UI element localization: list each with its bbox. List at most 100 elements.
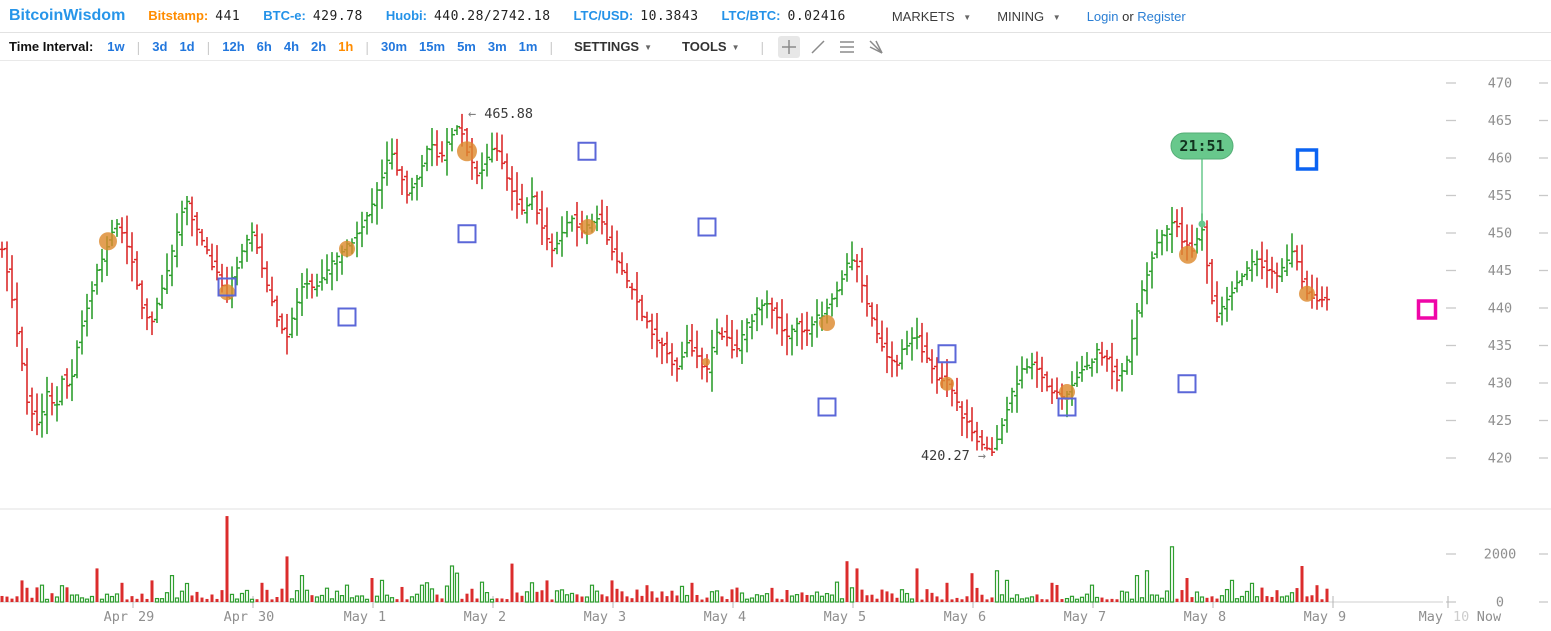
- ohlc-series: [0, 113, 1330, 456]
- svg-text:30: 30: [258, 609, 274, 625]
- orange-marker: [99, 232, 117, 251]
- svg-text:1: 1: [378, 609, 386, 625]
- interval-4h[interactable]: 4h: [283, 39, 300, 54]
- interval-15m[interactable]: 15m: [419, 39, 446, 54]
- time-tooltip: 21:51: [1170, 132, 1234, 228]
- svg-text:4: 4: [738, 609, 746, 625]
- chevron-down-icon: ▼: [1052, 12, 1061, 22]
- chevron-down-icon: ▼: [644, 43, 653, 52]
- blue-square-marker: [457, 224, 477, 244]
- interval-12h[interactable]: 12h: [222, 39, 245, 54]
- logo[interactable]: BitcoinWisdom: [9, 7, 126, 24]
- interval-2h[interactable]: 2h: [311, 39, 327, 54]
- blue-highlight-square: [1295, 148, 1319, 171]
- svg-text:May: May: [1304, 609, 1328, 625]
- svg-text:May: May: [824, 609, 848, 625]
- blue-square-marker: [337, 307, 357, 327]
- date-axis: Apr 29 Apr 30 May 1 May 2 May 3 May 4 May 5 May 6 May 7 Ma…: [104, 596, 1502, 625]
- time-interval-label: Time Interval:: [9, 39, 94, 54]
- trendline-icon[interactable]: [807, 36, 829, 58]
- interval-30m[interactable]: 30m: [381, 39, 408, 54]
- register-link[interactable]: Register: [1137, 8, 1186, 24]
- svg-text:0: 0: [1496, 595, 1504, 611]
- svg-text:435: 435: [1488, 338, 1512, 354]
- ticker-label: Huobi:: [385, 8, 427, 23]
- angle-lines-icon[interactable]: [865, 36, 887, 58]
- price-volume-chart[interactable]: 47046546045545044544043543042542020000Ap…: [0, 61, 1551, 626]
- tooltip-bubble: [1170, 132, 1234, 160]
- tooltip-anchor-dot: [1198, 220, 1206, 228]
- drawing-tools: [778, 35, 887, 58]
- svg-text:455: 455: [1488, 188, 1512, 204]
- toolbar: Time Interval: 1w | 3d 1d | 12h 6h 4h 2h 1h | 30m 15…: [0, 33, 1551, 61]
- svg-text:3: 3: [618, 609, 626, 625]
- menu-markets[interactable]: MARKETS ▼: [891, 8, 972, 24]
- interval-1h[interactable]: 1h: [338, 39, 354, 54]
- tools-menu[interactable]: TOOLS ▼: [682, 39, 739, 54]
- orange-marker: [580, 219, 596, 235]
- interval-1w[interactable]: 1w: [107, 39, 125, 54]
- ticker-strip: Bitstamp: 441 BTC-e: 429.78 Huobi: 440.28/274…: [125, 8, 846, 24]
- svg-text:8: 8: [1218, 609, 1226, 625]
- orange-marker: [457, 141, 477, 162]
- orange-marker: [1059, 384, 1075, 400]
- blue-square-markers: [217, 141, 1197, 417]
- svg-text:29: 29: [138, 609, 154, 625]
- login-link[interactable]: Login: [1086, 8, 1119, 24]
- ticker-label: BTC-e:: [263, 8, 306, 23]
- chart-area[interactable]: 470 465 460 455 450 445 440 435 430 425 420 2000 0 Ap…: [0, 61, 1551, 631]
- interval-1d[interactable]: 1d: [179, 39, 195, 54]
- svg-text:470: 470: [1488, 76, 1512, 92]
- orange-marker: [339, 240, 355, 257]
- low-annotation: 420.27 →: [921, 448, 986, 464]
- svg-text:2: 2: [498, 609, 506, 625]
- separator: |: [549, 38, 554, 55]
- svg-text:May: May: [344, 609, 368, 625]
- svg-text:450: 450: [1488, 226, 1512, 242]
- ticker-value: 440.28/2742.18: [433, 9, 551, 24]
- crosshair-icon[interactable]: [778, 35, 801, 58]
- blue-square-marker: [817, 397, 837, 417]
- blue-square-marker: [697, 217, 717, 237]
- interval-1m[interactable]: 1m: [518, 39, 538, 54]
- ticker-value: 441: [215, 9, 241, 24]
- pink-highlight-square: [1416, 299, 1438, 320]
- tools-label: TOOLS: [682, 39, 727, 54]
- svg-text:10: 10: [1453, 609, 1469, 625]
- svg-text:2000: 2000: [1484, 547, 1517, 563]
- svg-text:5: 5: [858, 609, 866, 625]
- blue-square-marker: [937, 344, 957, 364]
- svg-text:May: May: [584, 609, 608, 625]
- separator: |: [136, 38, 141, 55]
- ticker-ltcusd: LTC/USD: 10.3843: [574, 8, 699, 24]
- separator: |: [206, 38, 211, 55]
- horizontal-lines-icon[interactable]: [836, 36, 858, 58]
- svg-text:420: 420: [1488, 451, 1512, 467]
- svg-text:430: 430: [1488, 376, 1512, 392]
- settings-label: SETTINGS: [574, 39, 640, 54]
- nav-menus: MARKETS ▼ MINING ▼: [892, 9, 1087, 24]
- svg-text:6: 6: [978, 609, 986, 625]
- menu-mining[interactable]: MINING ▼: [997, 8, 1061, 24]
- svg-text:7: 7: [1098, 609, 1106, 625]
- volume-series: [0, 516, 1329, 603]
- ticker-value: 429.78: [312, 9, 363, 24]
- or-text: or: [1118, 8, 1138, 24]
- svg-text:440: 440: [1488, 301, 1512, 317]
- volume-axis: 2000 0: [1446, 547, 1548, 611]
- interval-3d[interactable]: 3d: [152, 39, 168, 54]
- svg-text:425: 425: [1488, 413, 1512, 429]
- svg-text:May: May: [1419, 609, 1443, 625]
- svg-text:May: May: [704, 609, 728, 625]
- ticker-label: LTC/USD:: [573, 8, 634, 23]
- svg-text:May: May: [1184, 609, 1208, 625]
- interval-5m[interactable]: 5m: [457, 39, 476, 54]
- orange-markers: [99, 141, 1315, 400]
- interval-3m[interactable]: 3m: [487, 39, 507, 54]
- ticker-ltcbtc: LTC/BTC: 0.02416: [722, 8, 846, 24]
- svg-text:21:51: 21:51: [1179, 137, 1224, 155]
- chevron-down-icon: ▼: [731, 43, 740, 52]
- settings-menu[interactable]: SETTINGS ▼: [574, 39, 652, 54]
- interval-6h[interactable]: 6h: [256, 39, 272, 54]
- svg-text:9: 9: [1338, 609, 1346, 625]
